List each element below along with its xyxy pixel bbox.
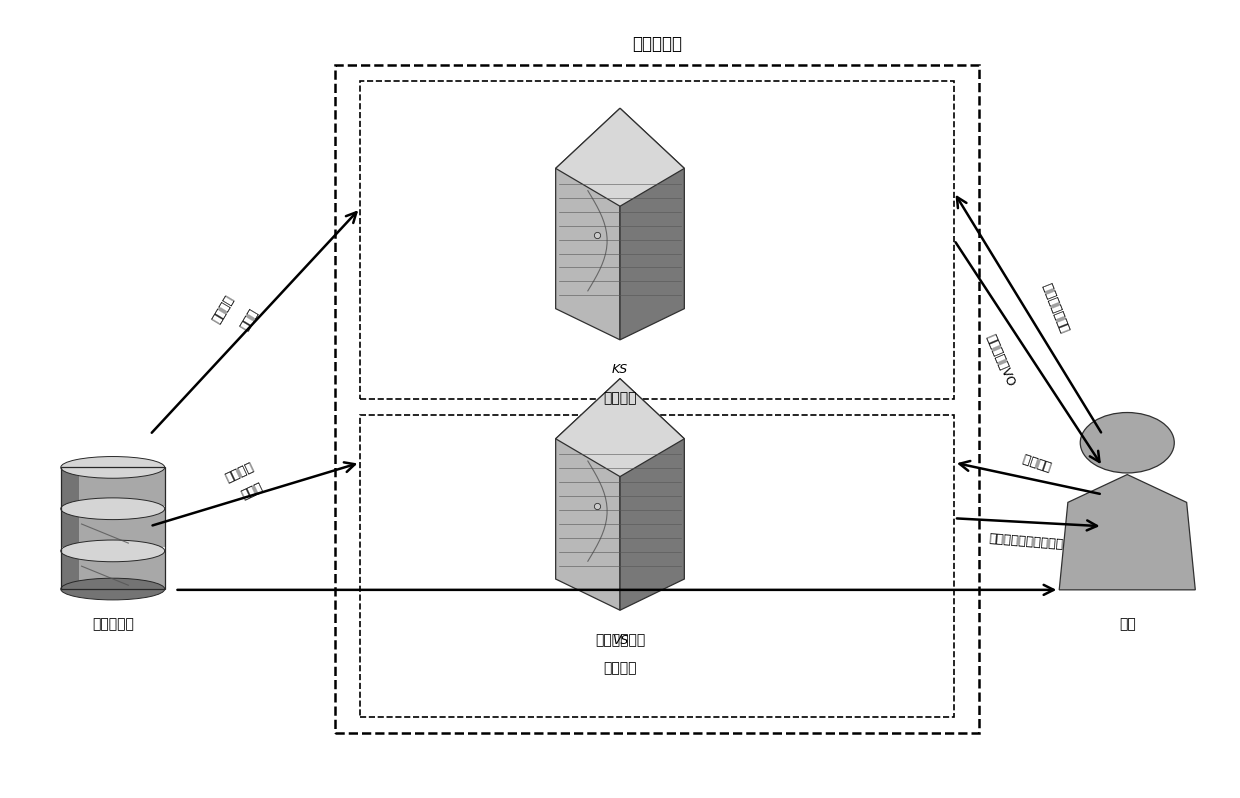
Text: 值服务器: 值服务器 — [603, 662, 637, 675]
Polygon shape — [61, 551, 79, 589]
Text: 数据拥有者: 数据拥有者 — [92, 618, 134, 632]
Text: 用户: 用户 — [1118, 618, 1136, 632]
Text: 随机数集: 随机数集 — [1021, 451, 1053, 473]
Polygon shape — [61, 468, 79, 506]
Polygon shape — [61, 509, 165, 547]
Text: 随机数: 随机数 — [238, 306, 262, 333]
Polygon shape — [620, 378, 684, 610]
Polygon shape — [556, 378, 620, 610]
Text: 签名的时间戳: 签名的时间戳 — [595, 634, 645, 648]
Text: 服务提供商: 服务提供商 — [632, 35, 682, 53]
Text: 键服务器: 键服务器 — [603, 391, 637, 405]
Ellipse shape — [61, 456, 165, 478]
Text: 查询条件（键）: 查询条件（键） — [1042, 279, 1073, 333]
Ellipse shape — [61, 540, 165, 562]
Ellipse shape — [61, 579, 165, 600]
Text: 数据的键: 数据的键 — [210, 293, 237, 326]
Polygon shape — [620, 109, 684, 340]
Text: 随机数: 随机数 — [239, 480, 265, 501]
Circle shape — [1080, 413, 1174, 473]
Polygon shape — [61, 468, 165, 506]
Text: 随机数集和VO: 随机数集和VO — [983, 333, 1017, 389]
Polygon shape — [556, 109, 684, 206]
Polygon shape — [556, 109, 620, 340]
Ellipse shape — [61, 498, 165, 519]
Text: 查询结果（值）和签名: 查询结果（值）和签名 — [988, 532, 1064, 551]
Text: VS: VS — [611, 634, 629, 646]
Text: 数据的值: 数据的值 — [223, 460, 255, 485]
Polygon shape — [61, 509, 79, 547]
Polygon shape — [1059, 475, 1195, 590]
Polygon shape — [61, 551, 165, 589]
Polygon shape — [556, 378, 684, 476]
Text: KS: KS — [611, 363, 629, 376]
